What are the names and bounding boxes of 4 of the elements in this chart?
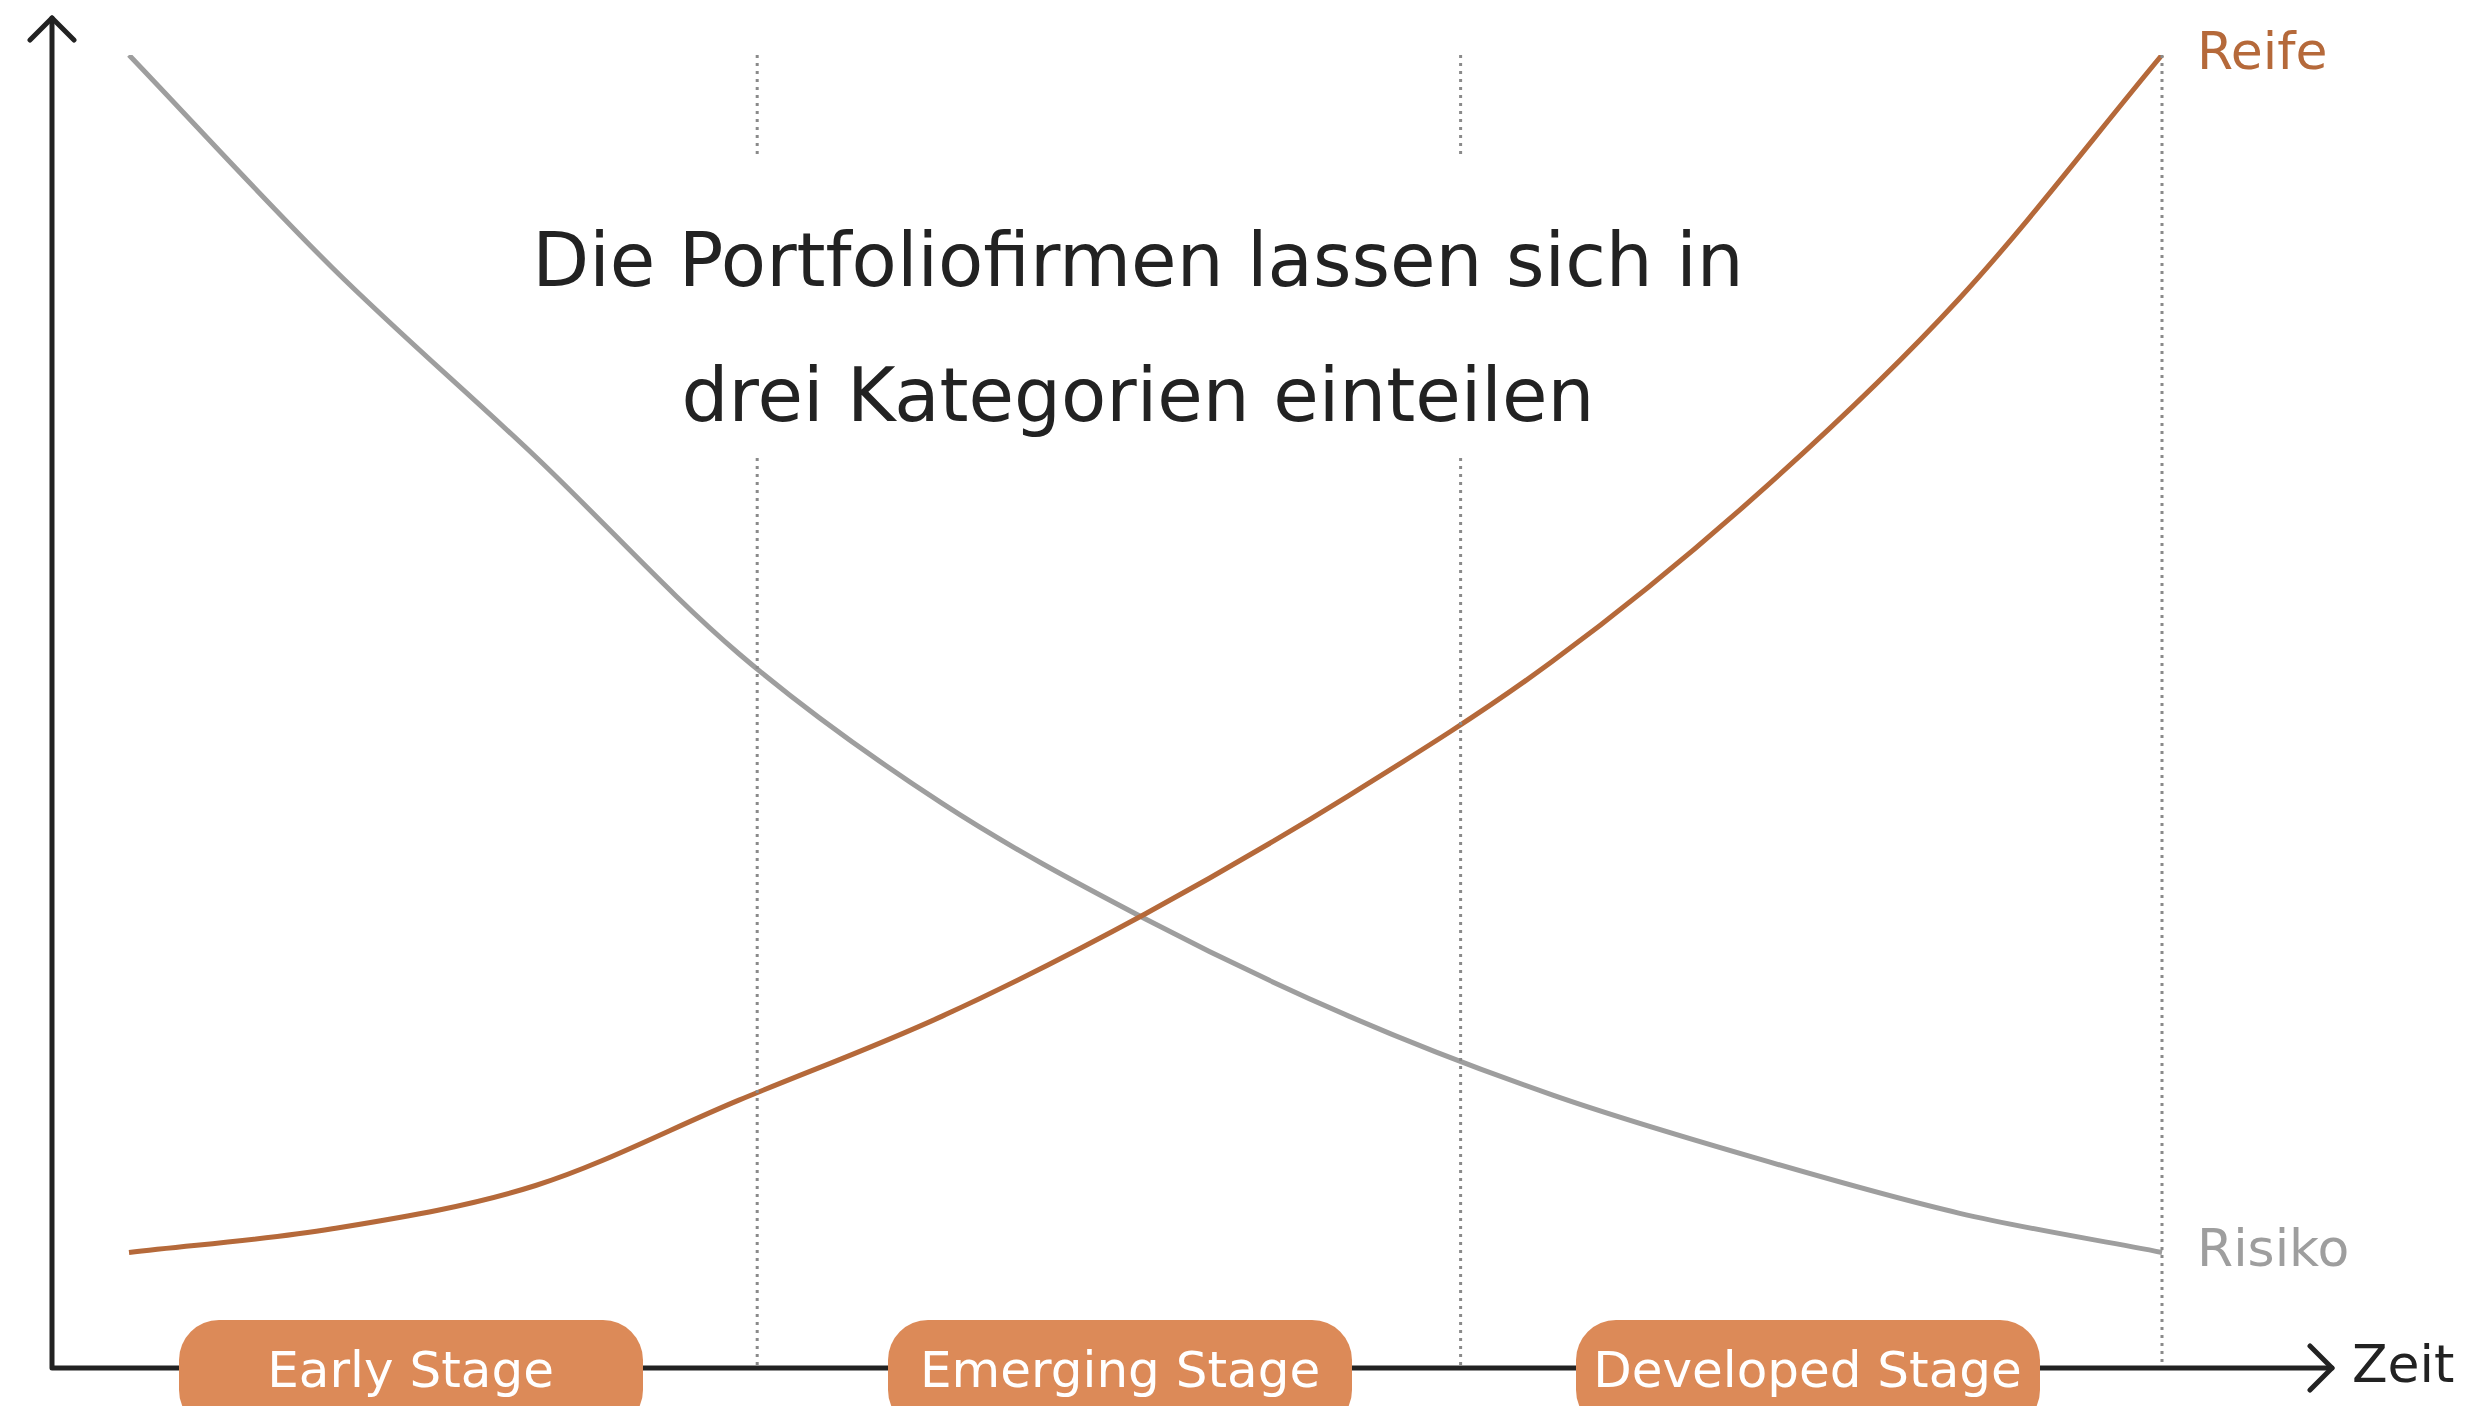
text: Die Portfoliofirmen lassen sich in drei Kategorien einteilen <box>531 216 1745 440</box>
series-label: Risiko <box>2197 1217 2350 1278</box>
x-axis-title: Zeit <box>2352 1333 2455 1394</box>
series-label: Reife <box>2197 20 2328 81</box>
